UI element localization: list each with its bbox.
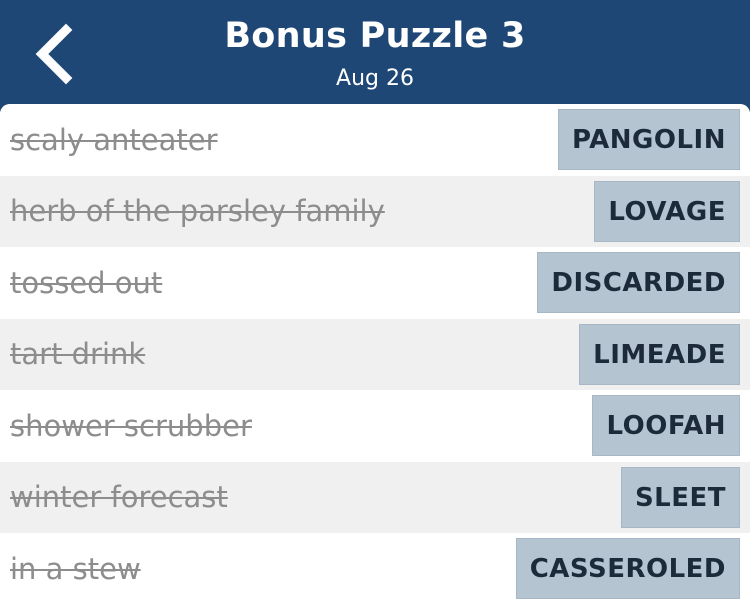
- page-title: Bonus Puzzle 3: [224, 16, 526, 56]
- clue-row[interactable]: tart drink LIMEADE: [0, 318, 750, 390]
- clue-text: tossed out: [10, 265, 163, 300]
- clue-row[interactable]: winter forecast SLEET: [0, 461, 750, 533]
- clue-text: scaly anteater: [10, 122, 218, 157]
- back-button[interactable]: [22, 20, 86, 88]
- clue-text: shower scrubber: [10, 408, 252, 443]
- puzzle-date: Aug 26: [336, 66, 414, 91]
- answer-tile[interactable]: LOVAGE: [594, 180, 740, 242]
- clue-text: in a stew: [10, 551, 141, 586]
- clue-row[interactable]: shower scrubber LOOFAH: [0, 390, 750, 462]
- clue-text: winter forecast: [10, 480, 228, 515]
- answer-tile[interactable]: DISCARDED: [537, 252, 740, 313]
- answer-tile[interactable]: LOOFAH: [592, 395, 740, 456]
- answer-tile[interactable]: SLEET: [620, 466, 740, 528]
- answer-tile[interactable]: LIMEADE: [579, 323, 740, 385]
- clue-list: scaly anteater PANGOLIN herb of the pars…: [0, 104, 750, 608]
- clue-text: herb of the parsley family: [10, 194, 385, 229]
- clue-row[interactable]: herb of the parsley family LOVAGE: [0, 175, 750, 247]
- answer-tile[interactable]: CASSEROLED: [515, 538, 740, 599]
- answer-tile[interactable]: PANGOLIN: [558, 109, 740, 170]
- clue-row[interactable]: tossed out DISCARDED: [0, 247, 750, 319]
- clue-row[interactable]: scaly anteater PANGOLIN: [0, 104, 750, 176]
- clue-row[interactable]: in a stew CASSEROLED: [0, 533, 750, 605]
- clue-text: tart drink: [10, 337, 146, 372]
- header: Bonus Puzzle 3 Aug 26: [0, 0, 750, 110]
- chevron-left-icon: [35, 23, 73, 85]
